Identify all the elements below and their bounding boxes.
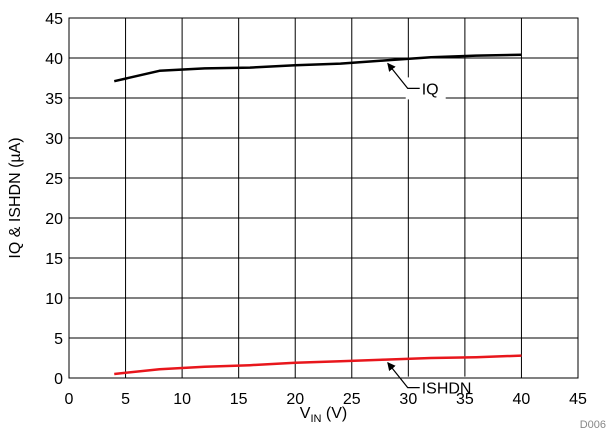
annotation-arrow-ishdn (387, 361, 420, 389)
y-tick-label: 40 (45, 51, 63, 68)
x-axis-title-unit: (V) (321, 405, 347, 422)
x-tick-label: 10 (173, 391, 191, 408)
y-axis-title: IQ & ISHDN (µA) (7, 137, 24, 258)
x-tick-label: 5 (121, 391, 130, 408)
y-tick-label: 20 (45, 211, 63, 228)
x-tick-label: 20 (286, 391, 304, 408)
y-tick-label: 10 (45, 291, 63, 308)
x-tick-labels: 0 5 10 15 20 25 30 35 40 45 (65, 391, 587, 408)
y-tick-label: 30 (45, 131, 63, 148)
annotation-label-bg (405, 77, 446, 100)
x-tick-label: 35 (456, 391, 474, 408)
x-tick-label: 25 (343, 391, 361, 408)
y-tick-label: 25 (45, 171, 63, 188)
x-tick-label: 30 (399, 391, 417, 408)
series-lines (113, 53, 522, 376)
x-axis-title: VIN (V) (300, 405, 347, 425)
x-axis-title-subscript: IN (310, 413, 321, 425)
y-tick-label: 45 (45, 11, 63, 28)
y-tick-label: 35 (45, 91, 63, 108)
x-tick-label: 15 (230, 391, 248, 408)
annotation-label-ishdn: ISHDN (422, 381, 472, 398)
annotation-label-iq: IQ (422, 81, 439, 98)
y-tick-labels: 0 5 10 15 20 25 30 35 40 45 (45, 11, 63, 388)
series-line-iq (113, 53, 522, 83)
annotation-arrow-iq (387, 62, 420, 90)
x-tick-label: 45 (569, 391, 587, 408)
y-tick-label: 5 (54, 331, 63, 348)
annotations: IQ ISHDN (387, 62, 479, 399)
x-tick-label: 0 (65, 391, 74, 408)
plot-frame (68, 17, 579, 379)
x-axis-title-main: V (300, 405, 311, 422)
annotation-label-bg (405, 376, 479, 399)
y-tick-label: 15 (45, 251, 63, 268)
grid (68, 17, 579, 379)
x-tick-label: 40 (513, 391, 531, 408)
series-line-ishdn (114, 354, 522, 376)
figure-code: D006 (580, 419, 606, 431)
y-tick-label: 0 (54, 371, 63, 388)
